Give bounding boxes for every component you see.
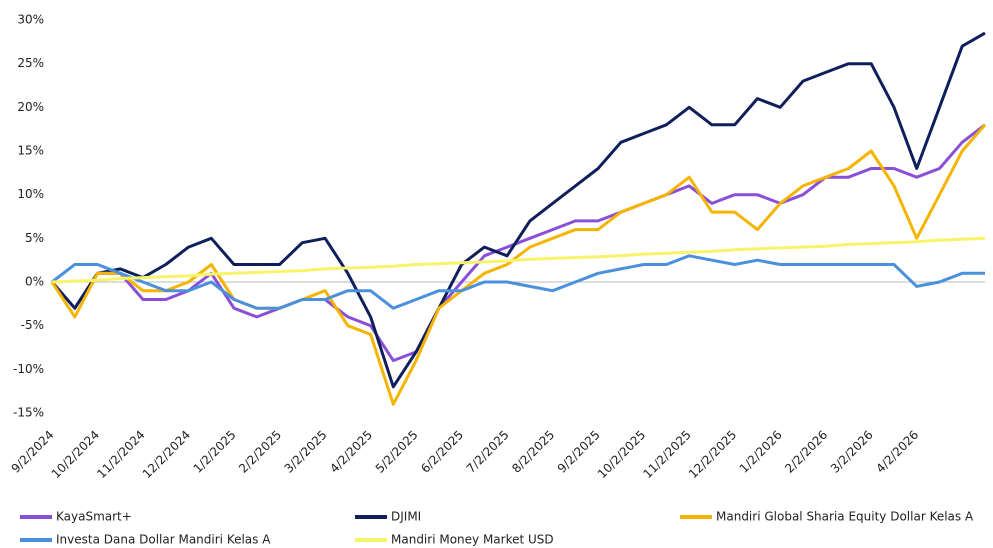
x-tick-label: 10/2/2025 xyxy=(595,428,648,481)
legend-label: Mandiri Money Market USD xyxy=(391,533,554,547)
series-line xyxy=(51,254,985,310)
y-tick-label: 5% xyxy=(25,231,44,245)
x-tick-label: 1/2/2026 xyxy=(737,428,785,476)
x-tick-label: 3/2/2026 xyxy=(828,428,876,476)
legend-label: DJIMI xyxy=(391,510,421,524)
y-tick-label: 30% xyxy=(17,13,44,27)
x-tick-label: 8/2/2025 xyxy=(509,428,557,476)
y-tick-label: 10% xyxy=(17,187,44,201)
series-line xyxy=(50,123,987,406)
legend-label: Mandiri Global Sharia Equity Dollar Kela… xyxy=(716,510,974,524)
x-tick-label: 11/2/2025 xyxy=(640,428,693,481)
y-tick-label: -5% xyxy=(21,318,44,332)
x-tick-label: 9/2/2025 xyxy=(555,428,603,476)
y-tick-label: 15% xyxy=(17,144,44,158)
x-tick-label: 7/2/2025 xyxy=(464,428,512,476)
x-tick-label: 11/2/2024 xyxy=(94,428,147,481)
x-tick-label: 12/2/2025 xyxy=(686,428,739,481)
y-tick-label: -10% xyxy=(13,362,44,376)
series-line xyxy=(50,123,986,363)
series-line xyxy=(50,31,986,389)
x-tick-label: 5/2/2025 xyxy=(373,428,421,476)
x-tick-label: 4/2/2025 xyxy=(327,428,375,476)
x-tick-label: 6/2/2025 xyxy=(418,428,466,476)
y-tick-label: -15% xyxy=(13,406,44,420)
x-tick-label: 4/2/2026 xyxy=(873,428,921,476)
x-tick-label: 1/2/2025 xyxy=(191,428,239,476)
legend-label: KayaSmart+ xyxy=(56,510,132,524)
legend-label: Investa Dana Dollar Mandiri Kelas A xyxy=(56,533,271,547)
x-tick-label: 2/2/2026 xyxy=(782,428,830,476)
y-tick-label: 0% xyxy=(25,275,44,289)
y-tick-label: 25% xyxy=(17,56,44,70)
x-tick-label: 9/2/2024 xyxy=(9,428,57,476)
x-tick-label: 2/2/2025 xyxy=(236,428,284,476)
y-tick-label: 20% xyxy=(17,100,44,114)
series-line xyxy=(51,236,986,284)
x-tick-label: 10/2/2024 xyxy=(49,428,102,481)
x-tick-label: 3/2/2025 xyxy=(282,428,330,476)
x-tick-label: 12/2/2024 xyxy=(140,428,193,481)
